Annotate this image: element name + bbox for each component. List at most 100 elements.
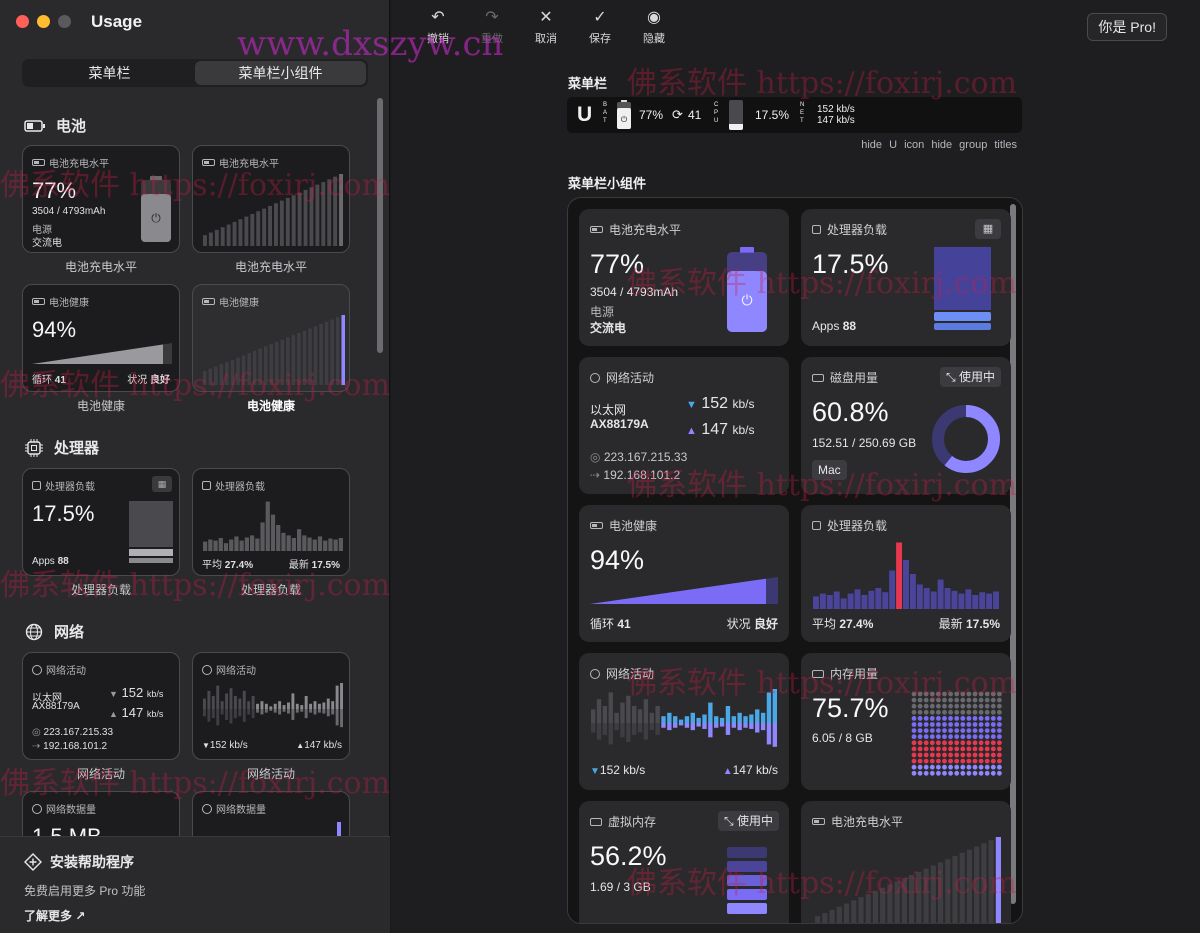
memory-dot	[990, 758, 996, 764]
widget-panel-scrollbar[interactable]	[1010, 204, 1016, 904]
pro-status-button[interactable]: 你是 Pro!	[1087, 13, 1167, 41]
battery-capacity: 3504 / 4793mAh	[590, 285, 679, 299]
memory-dot	[960, 728, 966, 733]
mini-battery-health-history[interactable]: 电池健康	[192, 284, 350, 392]
widget-network-activity[interactable]: 网络活动 以太网 AX88179A ▼ 152 kb/s ▲ 147 kb/s …	[579, 357, 789, 494]
battery-icon	[32, 159, 45, 166]
memory-dot	[972, 697, 978, 703]
memory-dot	[923, 764, 929, 770]
chart-bar	[743, 716, 748, 723]
mini-caption: 电池健康	[246, 399, 295, 413]
menubar-hints: hide U icon hide group titles	[857, 139, 1017, 151]
svg-text:⏻: ⏻	[151, 211, 161, 225]
tab-menubar-widgets[interactable]: 菜单栏小组件	[195, 61, 366, 85]
sidebar-scroll-thumb[interactable]	[377, 98, 383, 353]
widget-battery-charge-history[interactable]: 电池充电水平	[801, 801, 1011, 923]
redo-button[interactable]: ↷ 重做	[475, 8, 509, 46]
widget-cpu-history[interactable]: 处理器负载 平均 27.4% 最新 17.5%	[801, 505, 1011, 642]
memory-dot	[954, 758, 960, 764]
chart-bar	[252, 350, 257, 385]
widget-memory-usage[interactable]: 内存用量 75.7% 6.05 / 8 GB	[801, 653, 1011, 790]
mini-network-activity[interactable]: 网络活动 以太网 AX88179A ▼ 152 kb/s ▲ 147 kb/s …	[22, 652, 180, 760]
widget-header: 处理器负载	[215, 482, 265, 493]
chart-bar	[285, 197, 290, 246]
chart-bar	[340, 709, 343, 728]
download-speed: 152 kb/s	[599, 763, 646, 777]
memory-dot	[929, 764, 935, 770]
memory-dot	[923, 709, 929, 715]
chart-bar	[944, 588, 951, 609]
mini-battery-charge[interactable]: 电池充电水平 77% 3504 / 4793mAh 电源 交流电 ⏻	[22, 145, 180, 253]
memory-dot	[972, 709, 978, 715]
local-ip: 192.168.101.2	[603, 468, 681, 482]
memory-dot	[990, 703, 996, 709]
power-source-value: 交流电	[590, 321, 627, 335]
download-arrow-icon: ▼	[202, 741, 210, 750]
mini-network-history[interactable]: 网络活动 ▼152 kb/s ▲147 kb/s	[192, 652, 350, 760]
cancel-button[interactable]: ✕ 取消	[529, 8, 563, 46]
memory-dot	[997, 746, 1002, 752]
memory-dot	[923, 752, 929, 758]
mini-battery-charge-history[interactable]: 电池充电水平	[192, 145, 350, 253]
menubar-cpu-bar	[729, 100, 743, 130]
globe-icon	[202, 803, 212, 814]
section-network-title: 网络	[24, 621, 84, 642]
chart-bar	[882, 592, 889, 609]
memory-dot	[911, 770, 917, 776]
memory-dot	[917, 697, 923, 703]
sidebar-scrollbar[interactable]	[376, 96, 384, 836]
learn-more-link[interactable]: 了解更多 ↗	[24, 909, 86, 923]
widget-virtual-memory[interactable]: 虚拟内存 ⤡ 使用中 56.2% 1.69 / 3 GB	[579, 801, 789, 923]
data-history-bar	[337, 822, 341, 836]
memory-dot	[990, 697, 996, 703]
chart-bar	[333, 176, 338, 246]
hide-u-icon-toggle[interactable]: hide U icon	[861, 139, 925, 151]
health-history-bars	[203, 315, 345, 385]
disk-mode-button[interactable]: ⤡ 使用中	[940, 367, 1001, 387]
chart-bar	[972, 595, 979, 609]
disk-volume-tag[interactable]: Mac	[812, 460, 847, 480]
save-button[interactable]: ✓ 保存	[583, 8, 617, 46]
vmem-mode-button[interactable]: ⤡ 使用中	[718, 811, 779, 831]
memory-dot	[972, 752, 978, 758]
widget-battery-health[interactable]: 电池健康 94% 循环 41 状况 良好	[579, 505, 789, 642]
memory-dot	[911, 709, 917, 715]
minimize-window-button[interactable]	[37, 15, 50, 28]
chart-bar	[276, 525, 281, 551]
sidebar: Usage 菜单栏 菜单栏小组件 电池 电池充电水平 77% 3504 / 47…	[0, 0, 390, 933]
menubar-net-up: 147 kb/s	[817, 115, 855, 126]
mini-cpu-history[interactable]: 处理器负载 平均 27.4% 最新 17.5%	[192, 468, 350, 576]
install-helper-button[interactable]: 安装帮助程序	[24, 852, 134, 872]
memory-dot	[942, 758, 947, 764]
speed-unit: kb/s	[732, 423, 755, 437]
memory-dot	[997, 716, 1002, 721]
mini-cpu-load[interactable]: 处理器负载 ▦ 17.5% Apps 88	[22, 468, 180, 576]
zoom-window-button[interactable]	[58, 15, 71, 28]
chart-bar	[229, 709, 233, 724]
widget-disk-usage[interactable]: 磁盘用量 ⤡ 使用中 60.8% 152.51 / 250.69 GB Mac	[801, 357, 1011, 494]
widget-battery-charge[interactable]: 电池充电水平 77% 3504 / 4793mAh 电源 交流电 ⏻	[579, 209, 789, 346]
chart-bar	[312, 539, 317, 551]
widget-cpu-load[interactable]: 处理器负载 ▦ 17.5% Apps 88	[801, 209, 1011, 346]
chart-bar	[833, 591, 840, 609]
section-network-label: 网络	[54, 624, 85, 641]
memory-dot	[911, 722, 917, 727]
memory-dot	[917, 764, 923, 770]
battery-icon	[590, 226, 603, 233]
grid-view-icon[interactable]: ▦	[975, 219, 1001, 239]
tab-menubar[interactable]: 菜单栏	[88, 65, 131, 81]
memory-dot	[990, 746, 996, 752]
interface-name: AX88179A	[32, 701, 80, 712]
close-window-button[interactable]	[16, 15, 29, 28]
grid-view-icon[interactable]: ▦	[152, 476, 172, 492]
chart-bar	[279, 200, 284, 246]
widget-network-history[interactable]: 网络活动 ▼152 kb/s ▲147 kb/s	[579, 653, 789, 790]
expand-arrows-icon: ⤡	[946, 370, 956, 384]
undo-button[interactable]: ↶ 撤销	[421, 8, 455, 46]
chart-bar	[702, 723, 707, 729]
mini-battery-health[interactable]: 电池健康 94% 循环 41 状况 良好	[22, 284, 180, 392]
chart-bar	[303, 189, 308, 246]
hide-button[interactable]: ◉ 隐藏	[637, 8, 671, 46]
menubar-preview[interactable]: U BAT ⏻ 77% ⟳ 41 CPU 17.5% NET 152 kb/s …	[567, 97, 1022, 133]
hide-group-titles-toggle[interactable]: hide group titles	[931, 139, 1017, 151]
